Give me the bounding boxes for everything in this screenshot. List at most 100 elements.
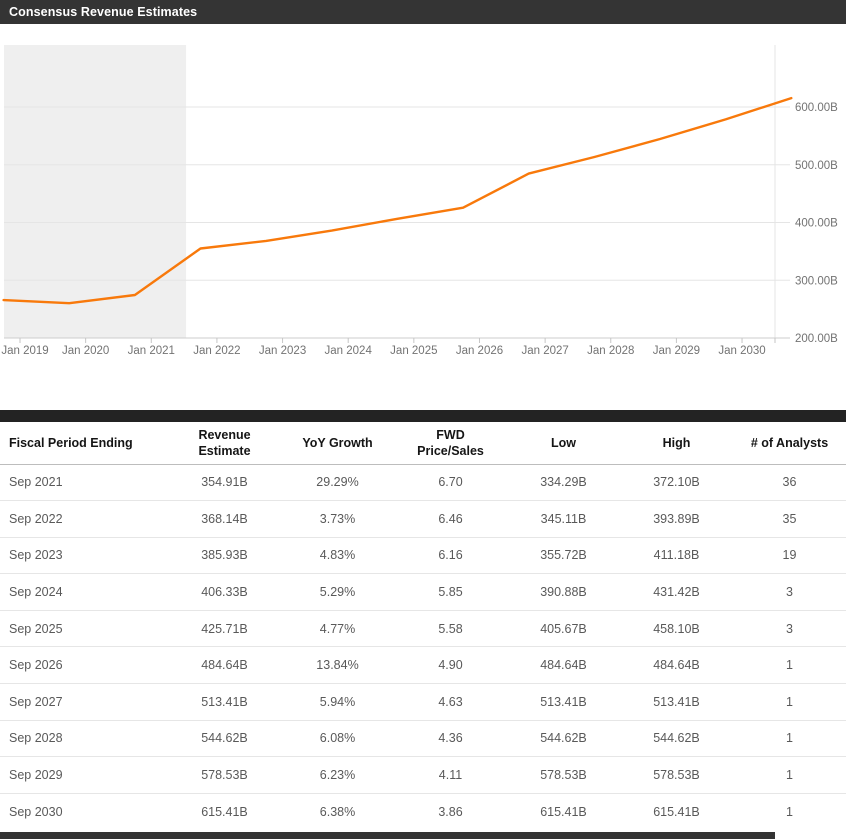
table-cell-fwd_price_sales: 6.70 xyxy=(394,464,507,502)
section-title: Consensus Revenue Estimates xyxy=(9,5,198,19)
table-cell-revenue_estimate: 615.41B xyxy=(201,804,248,819)
column-header-low: Low xyxy=(507,422,620,465)
table-cell-revenue_estimate: 578.53B xyxy=(168,756,281,794)
x-axis-label: Jan 2030 xyxy=(718,345,765,357)
table-row: Sep 2027 513.41B 5.94% 4.63 513.41B 513.41B 1 xyxy=(0,683,846,721)
column-header-line: Low xyxy=(551,435,576,450)
table-cell-fwd_price_sales: 4.36 xyxy=(394,720,507,758)
revenue-estimate-line[interactable] xyxy=(2,96,793,305)
table-cell-low: 544.62B xyxy=(507,720,620,758)
table-cell-yoy_growth: 6.08% xyxy=(281,720,394,758)
table-cell-low: 345.11B xyxy=(507,500,620,538)
table-cell-revenue_estimate: 406.33B xyxy=(168,573,281,611)
revenue-chart[interactable]: 200.00B 300.00B 400.00B 500.00B 600.00B Jan 2… xyxy=(0,24,846,405)
x-axis-label: Jan 2019 xyxy=(1,345,48,357)
column-header-fwd_price_sales: FWD Price/Sales xyxy=(394,422,507,465)
table-cell-high: 411.18B xyxy=(620,537,733,575)
column-header-line: High xyxy=(662,435,691,450)
table-cell-fwd_price_sales: 3.86 xyxy=(438,804,463,819)
table-cell-num_analysts: 1 xyxy=(786,804,793,819)
table-cell-fwd_price_sales: 6.46 xyxy=(394,500,507,538)
table-cell-fwd_price_sales: 5.85 xyxy=(394,573,507,611)
table-cell-fiscal_period_ending: Sep 2027 xyxy=(0,683,168,721)
column-header-line: Fiscal Period Ending xyxy=(9,435,133,450)
table-cell-low: 513.41B xyxy=(507,683,620,721)
table-cell-yoy_growth: 6.38% xyxy=(319,804,356,819)
estimates-table-body: Sep 2021 354.91B 29.29% 6.70 334.29B 372.10B 3… xyxy=(0,464,846,830)
column-header-line: Revenue xyxy=(198,427,251,442)
table-cell-low: 615.41B xyxy=(540,804,587,819)
table-cell-low: 334.29B xyxy=(507,464,620,502)
table-cell-fiscal_period_ending: Sep 2029 xyxy=(0,756,168,794)
table-cell-num_analysts: 3 xyxy=(733,610,846,648)
table-header: Fiscal Period Ending Revenue Estimate YoY G… xyxy=(0,422,846,465)
column-header-fiscal_period_ending: Fiscal Period Ending xyxy=(0,422,168,465)
table-cell-yoy_growth: 5.29% xyxy=(281,573,394,611)
table-cell-high: 372.10B xyxy=(620,464,733,502)
table-cell-num_analysts: 19 xyxy=(733,537,846,575)
table-cell-num_analysts: 1 xyxy=(733,646,846,685)
table-cell-yoy_growth: 13.84% xyxy=(281,646,394,685)
table-cell-fiscal_period_ending: Sep 2023 xyxy=(0,537,168,575)
x-axis-label: Jan 2026 xyxy=(456,345,503,357)
revenue-chart-svg[interactable]: 200.00B 300.00B 400.00B 500.00B 600.00B Jan 2… xyxy=(0,24,846,405)
table-cell-low: 484.64B xyxy=(507,646,620,685)
table-cell-fiscal_period_ending: Sep 2030 xyxy=(9,804,63,819)
next-section-bar xyxy=(0,832,775,839)
x-axis-label: Jan 2029 xyxy=(653,345,700,357)
table-cell-fwd_price_sales: 5.58 xyxy=(394,610,507,648)
column-header-line: Estimate xyxy=(198,443,251,458)
table-row: Sep 2026 484.64B 13.84% 4.90 484.64B 484.64B 1 xyxy=(0,646,846,685)
table-cell-num_analysts: 3 xyxy=(733,573,846,611)
table-cell-revenue_estimate: 385.93B xyxy=(168,537,281,575)
table-cell-num_analysts: 35 xyxy=(733,500,846,538)
y-axis-label: 400.00B xyxy=(795,218,838,230)
table-cell-fiscal_period_ending: Sep 2024 xyxy=(0,573,168,611)
table-row: Sep 2029 578.53B 6.23% 4.11 578.53B 578.53B 1 xyxy=(0,756,846,794)
table-cell-fiscal_period_ending: Sep 2021 xyxy=(0,464,168,502)
table-row: Sep 2021 354.91B 29.29% 6.70 334.29B 372.10B 3… xyxy=(0,464,846,502)
table-cell-high: 393.89B xyxy=(620,500,733,538)
table-row: Sep 2030 615.41B 6.38% 3.86 615.41B 615.41B 1 xyxy=(0,793,846,830)
table-cell-low: 578.53B xyxy=(507,756,620,794)
table-cell-fiscal_period_ending: Sep 2026 xyxy=(0,646,168,685)
column-header-line: YoY Growth xyxy=(302,435,373,450)
x-axis-label: Jan 2024 xyxy=(325,345,373,357)
table-cell-fwd_price_sales: 4.90 xyxy=(394,646,507,685)
table-cell-low: 355.72B xyxy=(507,537,620,575)
x-axis-label: Jan 2023 xyxy=(259,345,306,357)
table-header-row: Fiscal Period Ending Revenue Estimate YoY G… xyxy=(0,422,846,465)
y-axis-label: 500.00B xyxy=(795,160,838,172)
table-cell-revenue_estimate: 354.91B xyxy=(168,464,281,502)
table-cell-num_analysts: 1 xyxy=(733,720,846,758)
table-cell-fiscal_period_ending: Sep 2028 xyxy=(0,720,168,758)
column-header-high: High xyxy=(620,422,733,465)
table-cell-yoy_growth: 4.77% xyxy=(281,610,394,648)
table-cell-yoy_growth: 6.23% xyxy=(281,756,394,794)
section-title-bar: Consensus Revenue Estimates xyxy=(0,0,846,24)
table-cell-num_analysts: 36 xyxy=(733,464,846,502)
estimates-table-section: Fiscal Period Ending Revenue Estimate YoY G… xyxy=(0,410,846,830)
table-cell-yoy_growth: 5.94% xyxy=(281,683,394,721)
table-cell-high: 578.53B xyxy=(620,756,733,794)
table-cell-high: 544.62B xyxy=(620,720,733,758)
y-axis-label: 300.00B xyxy=(795,275,838,287)
table-cell-revenue_estimate: 425.71B xyxy=(168,610,281,648)
table-cell-fiscal_period_ending: Sep 2022 xyxy=(0,500,168,538)
historical-period-shading xyxy=(4,45,187,338)
column-header-yoy_growth: YoY Growth xyxy=(281,422,394,465)
table-row: Sep 2025 425.71B 4.77% 5.58 405.67B 458.10B 3 xyxy=(0,610,846,648)
table-cell-revenue_estimate: 368.14B xyxy=(168,500,281,538)
column-header-line: FWD xyxy=(436,427,465,442)
x-axis-label: Jan 2027 xyxy=(521,345,568,357)
column-header-revenue_estimate: Revenue Estimate xyxy=(168,422,281,465)
table-cell-low: 390.88B xyxy=(507,573,620,611)
y-axis-label: 200.00B xyxy=(795,333,838,345)
x-axis-label: Jan 2021 xyxy=(128,345,175,357)
table-row: Sep 2023 385.93B 4.83% 6.16 355.72B 411.18B 19 xyxy=(0,537,846,575)
table-cell-high: 458.10B xyxy=(620,610,733,648)
column-header-line: Price/Sales xyxy=(417,443,484,458)
column-header-line: # of Analysts xyxy=(750,435,829,450)
table-cell-fiscal_period_ending: Sep 2025 xyxy=(0,610,168,648)
table-cell-low: 405.67B xyxy=(507,610,620,648)
